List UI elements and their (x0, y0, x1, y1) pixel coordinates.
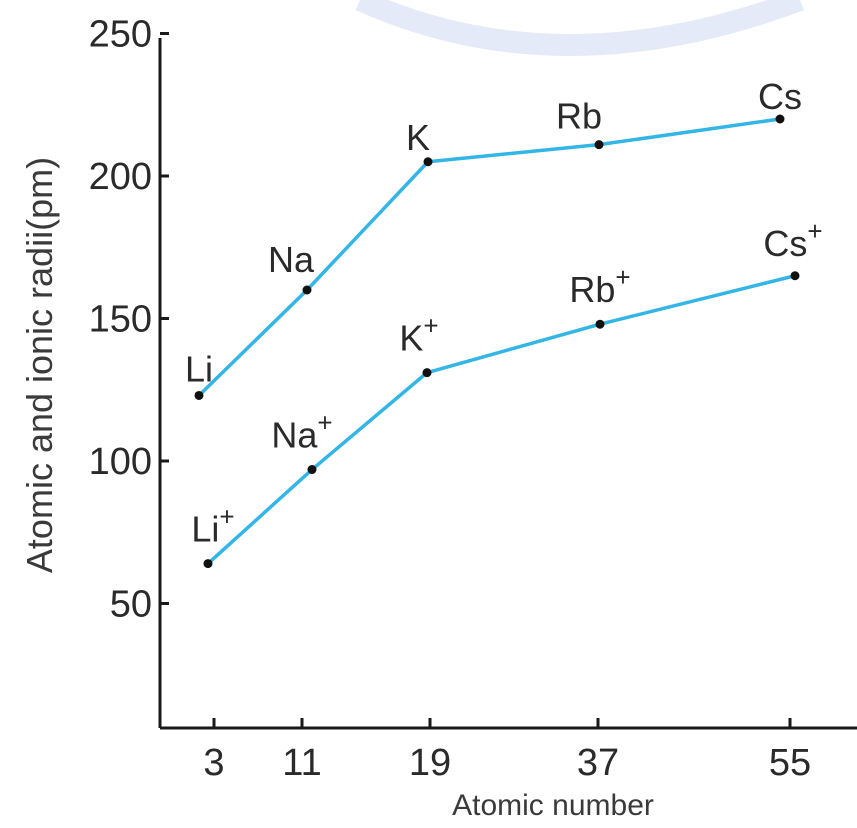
point-label-superscript: + (219, 502, 234, 532)
watermark-arc (355, 0, 804, 56)
point-label-text: Li (191, 509, 219, 550)
point-label-text: K (399, 318, 423, 359)
point-label-superscript: + (807, 216, 822, 246)
point-label: Na (268, 239, 315, 280)
data-point (194, 390, 204, 400)
point-label-text: K (406, 117, 430, 158)
data-point (790, 271, 800, 281)
data-point (422, 368, 432, 378)
y-tick-label: 250 (89, 14, 152, 56)
y-tick-label: 150 (89, 299, 152, 341)
y-axis-title: Atomic and ionic radii(pm) (19, 157, 60, 573)
point-label-text: Cs (758, 76, 802, 117)
data-point (775, 114, 785, 124)
x-tick-label: 55 (769, 742, 811, 784)
point-label-text: Cs (763, 223, 807, 264)
point-label-superscript: + (423, 311, 438, 341)
point-label-text: Rb (569, 269, 615, 310)
axes: 250 200 150 100 50 3 11 19 37 55 (89, 14, 857, 784)
point-label: Na+ (271, 408, 332, 456)
point-label: Cs (758, 76, 802, 117)
x-tick-label: 37 (577, 742, 619, 784)
series-layer (194, 114, 800, 569)
point-label-text: Na (268, 239, 315, 280)
y-tick-label: 200 (89, 156, 152, 198)
x-tick-label: 11 (282, 742, 321, 784)
point-label: Li+ (191, 502, 234, 550)
point-label: K+ (399, 311, 438, 359)
point-label-text: Na (271, 415, 318, 456)
y-tick-label: 50 (110, 584, 152, 626)
point-label: Rb (556, 96, 602, 137)
y-tick-label: 100 (89, 441, 152, 483)
data-point (595, 319, 605, 329)
point-label-superscript: + (317, 408, 332, 438)
point-label: K (406, 117, 430, 158)
x-tick-label: 19 (409, 742, 451, 784)
point-label: Li (185, 348, 213, 389)
data-point (594, 140, 604, 150)
point-label-text: Rb (556, 96, 602, 137)
x-tick-label: 3 (203, 742, 224, 784)
data-point (423, 157, 433, 167)
point-label: Cs+ (763, 216, 822, 264)
point-label: Rb+ (569, 262, 630, 310)
data-point (302, 285, 312, 295)
x-axis-title: Atomic number (452, 789, 654, 822)
point-label-text: Li (185, 348, 213, 389)
point-label-superscript: + (615, 262, 630, 292)
data-point (307, 465, 317, 475)
data-point (203, 559, 213, 569)
